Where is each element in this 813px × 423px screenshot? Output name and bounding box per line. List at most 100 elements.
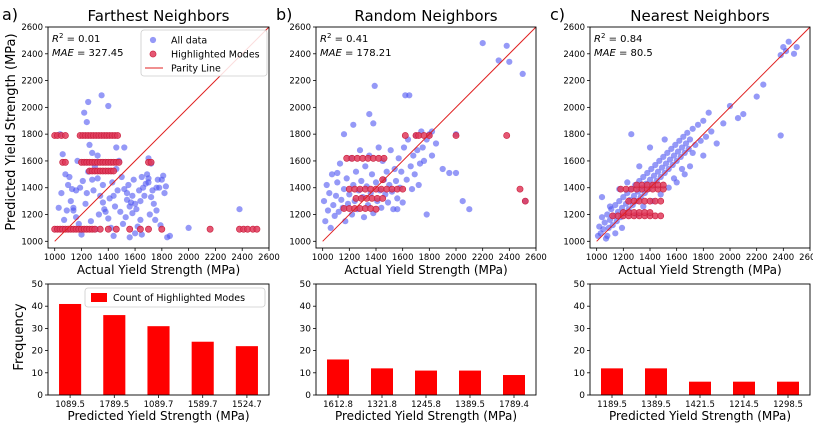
data-point xyxy=(150,200,157,207)
data-point xyxy=(86,141,93,148)
data-point xyxy=(601,219,608,226)
data-point xyxy=(668,145,675,152)
data-point xyxy=(90,187,97,194)
mae-annotation: MAE = 327.45 xyxy=(52,48,124,59)
highlighted-point xyxy=(158,225,166,233)
highlighted-point xyxy=(206,225,214,233)
data-point xyxy=(121,144,128,151)
data-point xyxy=(660,153,667,160)
bar xyxy=(59,303,82,395)
x-tick-label: 1189.5 xyxy=(597,400,627,410)
y-tick-label: 2000 xyxy=(563,103,585,113)
data-point xyxy=(375,144,382,151)
y-tick-label: 2400 xyxy=(289,50,311,60)
data-point xyxy=(384,199,392,206)
highlighted-point xyxy=(104,225,112,233)
y-tick-label: 0 xyxy=(37,391,43,401)
highlighted-point xyxy=(372,205,380,213)
y-tick-label: 10 xyxy=(300,369,312,379)
data-point xyxy=(466,206,473,213)
x-tick-label: 1321.8 xyxy=(367,400,397,410)
data-point xyxy=(604,232,611,239)
highlighted-point xyxy=(379,194,387,202)
data-point xyxy=(138,173,145,181)
data-point xyxy=(101,206,108,213)
highlighted-point xyxy=(380,154,388,162)
bar-panel-2: 1189.5 1389.5 1421.5 1214.5 1298.5 0 10 20 30 40 5… xyxy=(574,280,811,423)
data-point xyxy=(686,163,694,170)
x-tick-label: 1800 xyxy=(693,253,715,263)
data-point xyxy=(94,175,101,182)
x-tick-label: 2200 xyxy=(746,253,768,263)
data-point xyxy=(65,181,72,189)
y-axis-label-top: Predicted Yield Strength (MPa) xyxy=(4,33,19,230)
data-point xyxy=(636,163,643,170)
data-point xyxy=(640,203,647,210)
x-axis-label: Actual Yield Strength (MPa) xyxy=(618,263,781,277)
data-point xyxy=(664,149,671,156)
data-point xyxy=(331,212,338,219)
y-tick-label: 20 xyxy=(300,347,312,357)
data-point xyxy=(506,58,513,65)
parity-line xyxy=(596,26,811,242)
x-tick-label: 1200 xyxy=(71,253,93,263)
x-tick-label: 2400 xyxy=(231,253,253,263)
data-point xyxy=(680,133,687,140)
data-point xyxy=(452,169,460,177)
data-point xyxy=(646,176,654,183)
highlighted-point xyxy=(62,158,69,166)
highlighted-point xyxy=(147,158,155,166)
legend-marker-bar xyxy=(91,293,107,302)
data-point xyxy=(320,198,328,205)
y-tick-label: 50 xyxy=(574,280,586,290)
data-point xyxy=(387,147,394,154)
y-tick-label: 0 xyxy=(579,391,585,401)
x-tick-label: 1389.5 xyxy=(641,400,671,410)
data-point xyxy=(85,98,92,106)
bar xyxy=(147,326,170,395)
bar xyxy=(327,359,349,395)
x-axis-label: Predicted Yield Strength (MPa) xyxy=(609,409,791,423)
data-point xyxy=(153,184,160,191)
data-point xyxy=(70,207,77,214)
bar xyxy=(371,368,393,395)
data-point xyxy=(652,161,659,169)
data-point xyxy=(352,168,360,175)
data-point xyxy=(161,190,168,197)
panel-letter-c: c) xyxy=(550,5,565,24)
highlighted-point xyxy=(503,132,511,139)
data-point xyxy=(328,171,336,178)
data-point xyxy=(98,92,105,99)
data-point xyxy=(94,152,101,159)
data-point xyxy=(459,198,466,205)
data-point xyxy=(132,230,139,237)
legend-marker-all-data xyxy=(149,36,157,44)
highlighted-point xyxy=(114,132,121,139)
highlighted-point xyxy=(401,132,409,139)
x-tick-label: 1000 xyxy=(44,253,66,263)
data-point xyxy=(79,177,86,185)
data-point xyxy=(125,181,132,189)
x-tick-label: 1089.7 xyxy=(144,400,174,410)
data-point xyxy=(75,220,82,227)
data-point xyxy=(326,190,333,197)
data-point xyxy=(356,147,364,154)
y-tick-label: 1400 xyxy=(563,184,585,194)
y-tick-label: 40 xyxy=(574,302,586,312)
y-tick-label: 1000 xyxy=(563,237,585,247)
data-point xyxy=(63,207,70,214)
bar xyxy=(459,370,481,395)
data-point xyxy=(148,194,155,201)
legend-label-bar: Count of Highlighted Modes xyxy=(113,293,245,304)
data-point xyxy=(327,224,334,231)
data-point xyxy=(130,176,137,183)
data-point xyxy=(681,171,688,178)
x-tick-label: 2000 xyxy=(719,253,741,263)
x-tick-label: 1789.4 xyxy=(499,400,529,410)
panel-letter-a: a) xyxy=(2,5,18,24)
data-point xyxy=(661,136,668,143)
bar xyxy=(601,368,623,395)
data-point xyxy=(479,40,486,47)
data-point xyxy=(740,111,747,118)
data-point xyxy=(236,206,243,213)
